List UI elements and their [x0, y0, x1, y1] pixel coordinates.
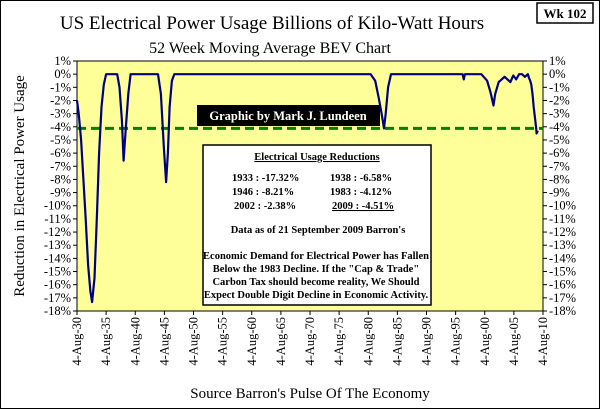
y-tick-label-right: -11%: [549, 212, 576, 226]
info-row-3-left: 2002 : -2.38%: [234, 201, 296, 212]
info-row-1-left: 1933 : -17.32%: [232, 173, 299, 184]
x-tick-label: 4-Aug-35: [99, 317, 113, 366]
week-badge: Wk 102: [536, 2, 594, 24]
info-row-2-left: 1946 : -8.21%: [232, 187, 294, 198]
info-row-3-right: 2009 : -4.51%: [332, 201, 394, 212]
x-tick-label: 4-Aug-05: [507, 317, 521, 366]
x-tick-label: 4-Aug-40: [128, 317, 142, 366]
y-tick-label-right: -2%: [549, 93, 570, 107]
info-box: Electrical Usage Reductions 1933 : -17.3…: [202, 144, 432, 306]
y-tick-label-left: -8%: [50, 172, 71, 186]
y-tick-label-left: -3%: [50, 107, 71, 121]
y-tick-label-right: -17%: [549, 291, 576, 305]
y-tick-label-left: -17%: [44, 291, 71, 305]
y-tick-label-right: -5%: [549, 133, 570, 147]
x-tick-label: 4-Aug-45: [157, 317, 171, 366]
y-tick-label-right: -1%: [549, 80, 570, 94]
y-axis-label: Reduction in Electrical Power Usage: [12, 75, 28, 297]
x-tick-label: 4-Aug-00: [478, 317, 492, 366]
y-tick-label-left: -9%: [50, 186, 71, 200]
y-tick-label-right: -18%: [549, 304, 576, 318]
info-commentary-line-4: Expect Double Digit Decline in Economic …: [204, 290, 429, 301]
series-line-bev: [75, 73, 539, 304]
info-row-2-right: 1983 : -4.12%: [330, 187, 392, 198]
info-date-note: Data as of 21 September 2009 Barron's: [231, 225, 406, 236]
y-tick-label-left: 0%: [54, 67, 71, 81]
y-tick-label-right: -6%: [549, 146, 570, 160]
y-tick-label-left: -14%: [44, 251, 71, 265]
x-axis-label: Source Barron's Pulse Of The Economy: [190, 386, 430, 402]
x-tick-label: 4-Aug-90: [420, 317, 434, 366]
info-commentary-line-1: Economic Demand for Electrical Power has…: [203, 251, 429, 262]
y-tick-label-left: -15%: [44, 265, 71, 279]
info-row-1-right: 1938 : -6.58%: [330, 173, 392, 184]
credit-text: Graphic by Mark J. Lundeen: [209, 109, 366, 123]
y-tick-label-right: -12%: [549, 225, 576, 239]
y-tick-label-right: 1%: [549, 54, 566, 68]
info-heading: Electrical Usage Reductions: [254, 152, 379, 163]
y-tick-label-left: -6%: [50, 146, 71, 160]
info-commentary-line-3: Carbon Tax should become reality, We Sho…: [212, 277, 419, 288]
x-tick-label: 4-Aug-55: [216, 317, 230, 366]
week-badge-label: Wk 102: [544, 6, 587, 21]
y-tick-label-right: -15%: [549, 265, 576, 279]
y-tick-label-right: -16%: [549, 278, 576, 292]
y-tick-label-right: -9%: [549, 186, 570, 200]
x-tick-label: 4-Aug-50: [187, 317, 201, 366]
x-tick-label: 4-Aug-95: [449, 317, 463, 366]
y-tick-label-right: -13%: [549, 238, 576, 252]
y-tick-label-right: -10%: [549, 199, 576, 213]
y-tick-label-left: -18%: [44, 304, 71, 318]
y-tick-label-right: -7%: [549, 159, 570, 173]
x-tick-label: 4-Aug-70: [303, 317, 317, 366]
y-tick-label-left: -16%: [44, 278, 71, 292]
chart-title: US Electrical Power Usage Billions of Ki…: [60, 13, 484, 34]
y-tick-label-left: -7%: [50, 159, 71, 173]
x-tick-label: 4-Aug-10: [536, 317, 550, 366]
x-tick-label: 4-Aug-85: [390, 317, 404, 366]
y-tick-label-left: -2%: [50, 93, 71, 107]
y-tick-label-right: -14%: [549, 251, 576, 265]
y-tick-label-right: -3%: [549, 107, 570, 121]
x-tick-label: 4-Aug-60: [245, 317, 259, 366]
info-commentary-line-2: Below the 1983 Decline. If the "Cap & Tr…: [213, 264, 419, 275]
y-tick-label-left: -4%: [50, 120, 71, 134]
x-tick-label: 4-Aug-30: [70, 317, 84, 366]
y-tick-label-left: -11%: [44, 212, 71, 226]
x-tick-label: 4-Aug-65: [274, 317, 288, 366]
credit-banner: Graphic by Mark J. Lundeen: [197, 105, 380, 126]
y-tick-label-left: -10%: [44, 199, 71, 213]
chart-subtitle: 52 Week Moving Average BEV Chart: [149, 40, 391, 57]
y-tick-label-right: -8%: [549, 172, 570, 186]
y-tick-label-right: 0%: [549, 67, 566, 81]
y-tick-label-left: 1%: [54, 54, 71, 68]
y-tick-label-left: -12%: [44, 225, 71, 239]
y-tick-label-left: -5%: [50, 133, 71, 147]
y-tick-label-left: -1%: [50, 80, 71, 94]
x-tick-label: 4-Aug-75: [332, 317, 346, 366]
x-tick-label: 4-Aug-80: [361, 317, 375, 366]
y-tick-label-left: -13%: [44, 238, 71, 252]
y-tick-label-right: -4%: [549, 120, 570, 134]
